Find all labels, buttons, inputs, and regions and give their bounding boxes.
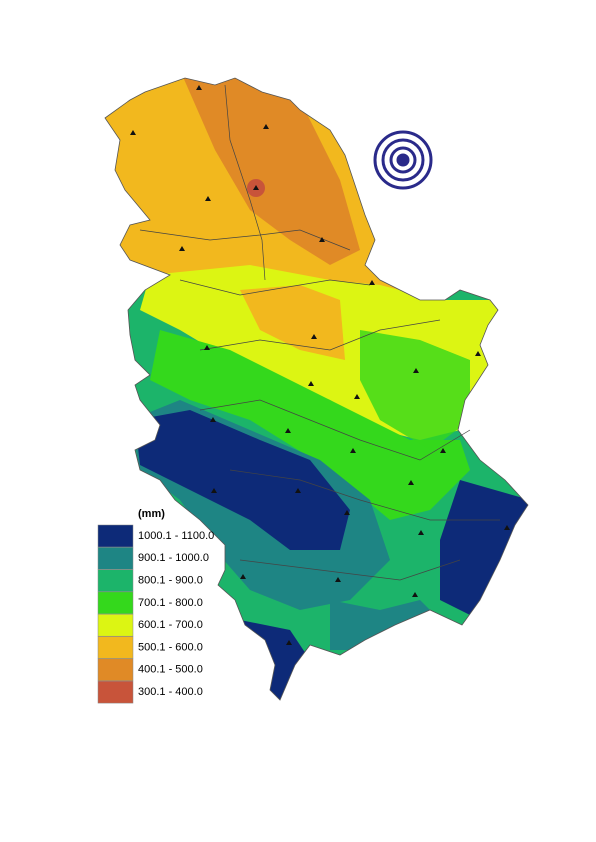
stations	[130, 85, 510, 645]
legend-label: 900.1 - 1000.0	[138, 552, 209, 564]
legend-swatch	[97, 658, 134, 682]
legend-label: 400.1 - 500.0	[138, 664, 203, 676]
legend-swatch	[97, 547, 134, 570]
legend-label: 500.1 - 600.0	[138, 641, 203, 653]
legend-label: 300.1 - 400.0	[138, 686, 203, 698]
border	[104, 77, 529, 701]
legend-swatch	[97, 680, 134, 704]
legend-swatch	[97, 636, 134, 659]
legend-swatch	[97, 613, 134, 637]
legend-swatch	[97, 591, 134, 615]
legend-label: 1000.1 - 1100.0	[138, 530, 214, 542]
legend-label: 700.1 - 800.0	[138, 597, 203, 609]
legend-unit: (mm)	[138, 508, 165, 520]
legend-label: 600.1 - 700.0	[138, 619, 203, 631]
legend-swatch	[97, 524, 134, 548]
legend: (mm) 1000.1 - 1100.0 900.1 - 1000.0 800.1 …	[97, 508, 214, 704]
legend-label: 800.1 - 900.0	[138, 575, 203, 587]
logo	[373, 130, 433, 190]
legend-swatch	[97, 569, 134, 592]
boundaries	[139, 84, 500, 581]
